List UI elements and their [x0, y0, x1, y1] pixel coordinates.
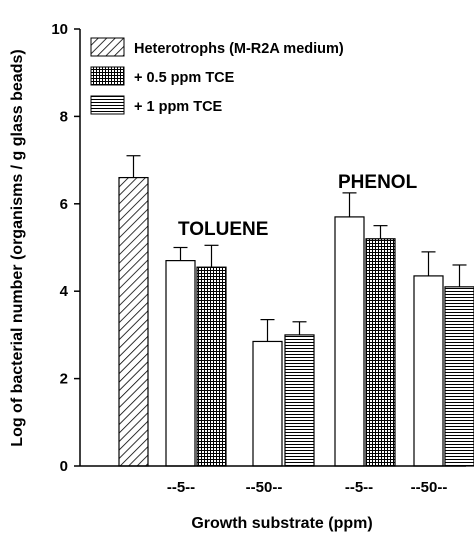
legend-label-heterotrophs: Heterotrophs (M-R2A medium)	[134, 41, 344, 57]
x-axis-label: Growth substrate (ppm)	[191, 515, 372, 532]
group-label-phenol-50: --50--	[411, 479, 448, 496]
bar-phenol-5-open	[334, 216, 365, 467]
group-label-toluene-50: --50--	[246, 479, 283, 496]
legend-swatch-05-ppm-tce	[90, 66, 125, 86]
y-axis-ticks: 0 2 4 6 8 10	[51, 21, 80, 475]
bar-phenol-50-horizontal-lines	[444, 286, 474, 467]
bar-phenol-50-open	[413, 275, 444, 467]
legend: Heterotrophs (M-R2A medium) + 0.5 ppm TC…	[90, 37, 344, 115]
y-axis-label: Log of bacterial number (organisms / g g…	[9, 49, 26, 446]
legend-swatch-1-ppm-tce	[90, 95, 125, 115]
bar-toluene-50-open	[252, 340, 283, 467]
legend-label-1-ppm-tce: + 1 ppm TCE	[134, 99, 223, 115]
legend-swatch-heterotrophs	[90, 37, 125, 57]
group-label-toluene-5: --5--	[167, 479, 195, 496]
y-tick-label: 0	[60, 458, 68, 475]
annotation-phenol: PHENOL	[338, 172, 418, 193]
y-tick-label: 2	[60, 371, 68, 388]
y-tick-label: 4	[60, 283, 69, 300]
bar-phenol-5-crosshatch	[365, 238, 396, 467]
y-tick-label: 8	[60, 108, 68, 125]
annotation-toluene: TOLUENE	[178, 219, 268, 240]
bar-toluene-50-horizontal-lines	[284, 334, 315, 467]
bar-toluene-5-open	[165, 260, 196, 467]
group-label-phenol-5: --5--	[345, 479, 373, 496]
bars	[118, 155, 474, 467]
bar-toluene-5-crosshatch	[196, 266, 227, 467]
legend-label-05-ppm-tce: + 0.5 ppm TCE	[134, 70, 235, 86]
y-tick-label: 10	[51, 21, 68, 38]
bar-heterotrophs-diagonal-hatch	[118, 176, 149, 467]
y-tick-label: 6	[60, 196, 68, 213]
